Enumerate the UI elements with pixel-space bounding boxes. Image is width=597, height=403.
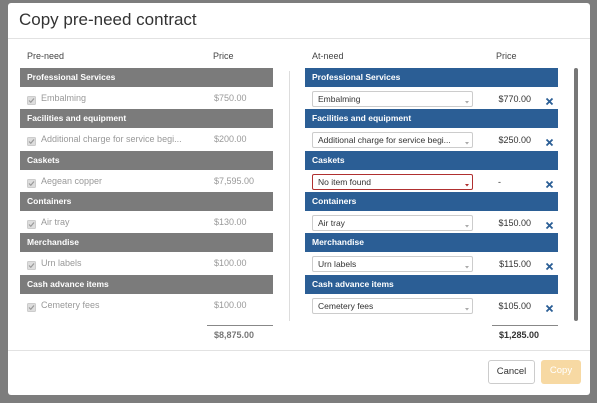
checkbox-svg xyxy=(27,219,36,229)
dropdown-caret-svg xyxy=(465,266,469,269)
checkbox-svg xyxy=(27,96,36,105)
column-header: Price xyxy=(496,51,517,61)
dropdown-caret xyxy=(464,178,474,188)
dropdown-caret xyxy=(464,260,474,270)
item-select[interactable]: Air tray xyxy=(312,214,473,231)
item-price: $750.00 xyxy=(214,93,247,103)
modal-title: Copy pre-need contract xyxy=(19,10,197,29)
section-bar: Cash advance items xyxy=(20,274,273,294)
column-header: At-need xyxy=(312,51,344,61)
remove-icon-svg xyxy=(545,263,554,271)
item-price: $150.00 xyxy=(498,217,531,228)
dropdown-caret-svg xyxy=(465,101,469,104)
dropdown-caret xyxy=(464,136,474,146)
remove-icon[interactable] xyxy=(545,94,555,106)
section-bar: Merchandise xyxy=(20,233,273,253)
section-bar: Caskets xyxy=(20,150,273,170)
remove-icon[interactable] xyxy=(545,301,555,312)
remove-icon-svg xyxy=(545,97,554,106)
item-name: Cemetery fees xyxy=(41,299,100,310)
remove-icon-svg xyxy=(545,304,554,312)
remove-icon-svg xyxy=(545,139,554,147)
dropdown-caret-svg xyxy=(465,307,469,310)
item-price: $770.00 xyxy=(498,94,531,104)
remove-icon-svg xyxy=(545,221,554,230)
copy-button[interactable]: Copy xyxy=(541,360,581,384)
item-name: Embalming xyxy=(41,93,87,103)
footer-divider xyxy=(8,350,590,351)
item-price: $100.00 xyxy=(214,299,247,310)
remove-icon[interactable] xyxy=(545,177,555,188)
section-bar: Facilities and equipment xyxy=(20,109,273,129)
checkbox xyxy=(27,300,37,312)
dropdown-caret xyxy=(464,219,474,229)
total-line xyxy=(492,325,558,326)
checkbox-svg xyxy=(27,178,36,188)
column-header: Price xyxy=(213,51,234,61)
item-price: $100.00 xyxy=(214,258,247,269)
checkbox-svg xyxy=(27,261,36,271)
item-name: Urn labels xyxy=(41,258,82,269)
total: $1,285.00 xyxy=(499,330,540,340)
modal: Copy pre-need contract Cancel Copy Pre-n… xyxy=(8,3,590,395)
checkbox-svg xyxy=(27,302,36,312)
dropdown-caret-svg xyxy=(465,183,469,187)
section-bar: Cash advance items xyxy=(305,274,558,294)
section-bar: Facilities and equipment xyxy=(305,109,558,129)
checkbox-svg xyxy=(27,137,36,147)
total-line xyxy=(207,325,273,326)
item-select[interactable]: Embalming xyxy=(312,91,473,107)
total: $8,875.00 xyxy=(214,330,255,340)
remove-icon[interactable] xyxy=(545,218,555,230)
dropdown-caret-svg xyxy=(465,224,469,228)
column-divider xyxy=(289,71,290,321)
column-header: Pre-need xyxy=(27,51,65,61)
item-name: Air tray xyxy=(41,216,70,227)
item-price: $250.00 xyxy=(498,135,531,146)
section-bar: Containers xyxy=(305,191,558,211)
item-price: $115.00 xyxy=(499,259,531,270)
item-price: $200.00 xyxy=(214,134,247,145)
remove-icon-svg xyxy=(545,180,554,188)
checkbox xyxy=(27,176,37,188)
checkbox xyxy=(27,258,37,271)
cancel-button[interactable]: Cancel xyxy=(488,360,535,384)
item-name: Aegean copper xyxy=(41,175,103,186)
item-price: - xyxy=(498,176,501,187)
section-bar: Professional Services xyxy=(20,68,273,87)
dropdown-caret xyxy=(464,95,474,105)
section-bar: Containers xyxy=(20,191,273,211)
item-price: $7,595.00 xyxy=(214,175,255,186)
item-select[interactable]: Cemetery fees xyxy=(312,297,473,314)
scrollbar xyxy=(574,68,578,321)
item-select[interactable]: No item found xyxy=(312,173,473,190)
checkbox xyxy=(27,93,37,105)
remove-icon[interactable] xyxy=(545,259,555,271)
section-bar: Professional Services xyxy=(305,68,558,87)
checkbox xyxy=(27,217,37,229)
item-select[interactable]: Urn labels xyxy=(312,256,473,273)
remove-icon[interactable] xyxy=(545,135,555,147)
checkbox xyxy=(27,134,37,147)
item-select[interactable]: Additional charge for service begi... xyxy=(312,132,473,149)
item-price: $130.00 xyxy=(214,216,247,227)
section-bar: Caskets xyxy=(305,150,558,170)
dropdown-caret xyxy=(464,302,474,312)
dropdown-caret-svg xyxy=(465,142,469,145)
item-name: Additional charge for service begi... xyxy=(41,134,182,145)
item-price: $105.00 xyxy=(498,300,531,311)
section-bar: Merchandise xyxy=(305,233,558,253)
header-divider xyxy=(8,38,590,39)
